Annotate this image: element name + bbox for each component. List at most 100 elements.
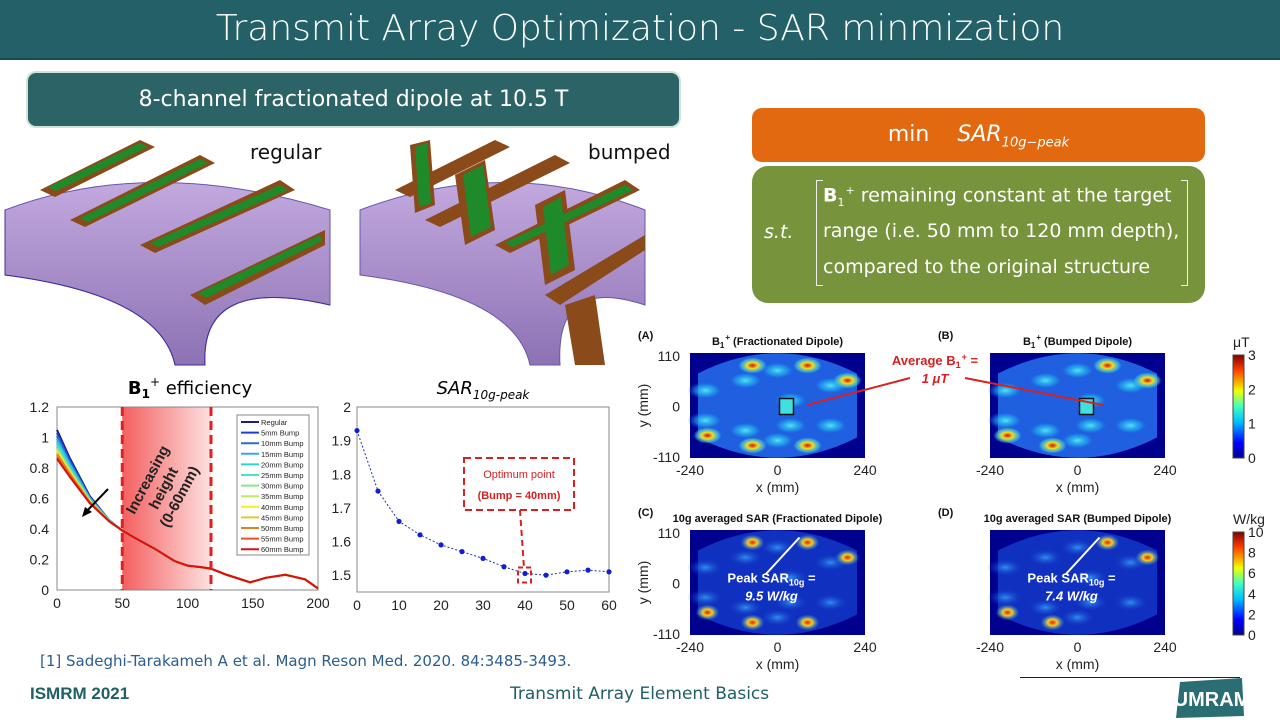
peak-label: Peak SAR10g =	[727, 571, 816, 588]
min-label: min	[887, 122, 930, 147]
constraint-bracket: B1+ remaining constant at the target ran…	[816, 180, 1188, 286]
y-tick-label: 0.4	[30, 521, 50, 537]
x-tick-label: 50	[114, 595, 130, 611]
constraint-box: s.t. B1+ remaining constant at the targe…	[752, 166, 1205, 303]
data-point	[396, 518, 402, 524]
field-blob	[759, 361, 796, 380]
chart2-title: SAR10g-peak	[437, 378, 531, 402]
legend-entry: 30mm Bump	[261, 482, 304, 491]
colorbar-tick: 4	[1248, 586, 1256, 602]
roi-box	[778, 397, 795, 416]
x-tick-label: -240	[976, 639, 1004, 655]
b1-sub: 1	[1031, 341, 1036, 350]
peak-label-text: Peak SAR	[1027, 571, 1089, 586]
field-blob	[687, 558, 724, 577]
field-blob	[1059, 431, 1096, 450]
x-tick-label: 10	[391, 597, 407, 612]
field-blob	[812, 416, 849, 435]
field-blob	[759, 431, 796, 450]
hotspot	[1133, 372, 1162, 389]
constraint-line-2: range (i.e. 50 mm to 120 mm depth),	[823, 220, 1180, 242]
sar-label: SAR	[957, 122, 1002, 147]
field-blob	[727, 371, 764, 390]
optimum-label: Optimum point	[483, 469, 555, 481]
regular-label: regular	[250, 140, 322, 164]
hotspot	[693, 427, 722, 444]
field-blob	[1072, 416, 1109, 435]
hotspot	[740, 614, 765, 631]
colorbar-tick: 1	[1248, 416, 1256, 432]
chart1-title: B1+ efficiency	[128, 375, 253, 401]
x-tick-label: 50	[559, 597, 575, 612]
avg-arrow-left	[806, 377, 911, 406]
panel-title: 10g averaged SAR (Bumped Dipole)	[984, 513, 1172, 525]
data-point	[501, 564, 507, 570]
data-point	[606, 569, 612, 575]
panel-title: 10g averaged SAR (Fractionated Dipole)	[673, 513, 883, 525]
hotspot	[795, 614, 820, 631]
avg-eq: =	[967, 353, 979, 368]
optimum-annotation-box	[463, 457, 575, 511]
legend-entry: 10mm Bump	[261, 439, 304, 448]
svg-text:UMRAM: UMRAM	[1174, 689, 1251, 711]
b1-efficiency-chart: B1+ efficiency 0 0.2 0.4 0.6 0.8 1 1.2 0 50 100 15…	[30, 375, 330, 611]
field-blob	[987, 558, 1024, 577]
hotspot	[738, 357, 767, 374]
legend-entry: 45mm Bump	[261, 513, 304, 522]
field-blob	[1027, 371, 1064, 390]
panel-tag: (C)	[638, 507, 654, 519]
x-tick-label: 100	[176, 595, 200, 611]
b1-symbol: B	[823, 184, 838, 207]
avg-arrow-right	[964, 377, 1104, 406]
data-point	[375, 488, 381, 494]
b1-symbol: B	[712, 336, 720, 348]
plot-frame	[356, 406, 610, 593]
legend-entry: 25mm Bump	[261, 471, 304, 480]
y-tick-label: 1.9	[332, 433, 352, 449]
y-tick-label: 1.8	[332, 466, 352, 482]
field-blob	[772, 568, 809, 587]
x-axis-label: x (mm)	[756, 656, 800, 672]
map-panel-a: (A) B1+ (Fractionated Dipole) -240 0 240 x (mm…	[635, 330, 877, 495]
data-point	[522, 570, 528, 577]
y-tick-label: 1.2	[30, 399, 50, 415]
colorbar-tick: 0	[1248, 450, 1256, 466]
x-tick-label: 30	[475, 597, 491, 612]
field-blob	[1112, 593, 1149, 612]
legend-entry: 35mm Bump	[261, 492, 304, 501]
map-panel-c: (C) 10g averaged SAR (Fractionated Dipole…	[635, 507, 883, 672]
peak-sub: 10g	[789, 578, 805, 588]
colorbar-tick: 2	[1248, 381, 1256, 397]
field-blob	[727, 598, 764, 617]
field-blob	[987, 381, 1024, 400]
field-blob	[987, 411, 1024, 430]
x-tick-label: -240	[976, 462, 1004, 478]
field-blob	[1027, 548, 1064, 567]
avg-sub: 1	[956, 360, 961, 370]
x-tick-label: 240	[853, 462, 877, 478]
panel-tag: (D)	[938, 507, 954, 519]
constraint-line-3: compared to the original structure	[823, 256, 1151, 278]
peak-label: Peak SAR10g =	[1027, 571, 1116, 588]
x-tick-label: -240	[676, 639, 704, 655]
panel-tag: (A)	[638, 330, 654, 342]
average-b1-value: 1 μT	[922, 371, 950, 386]
y-tick-label: 110	[658, 525, 681, 541]
hotspot	[795, 534, 820, 551]
panel-tag: (B)	[938, 330, 954, 342]
arrowhead-icon	[82, 507, 92, 517]
colorbar-tick: 3	[1248, 347, 1256, 363]
colorbar-cbar2	[1232, 531, 1245, 636]
hotspot	[793, 357, 822, 374]
peak-eq: =	[804, 571, 816, 586]
optimum-value: (Bump = 40mm)	[478, 490, 561, 502]
coil-renderings	[4, 140, 646, 366]
shaded-region	[122, 407, 211, 590]
field-blob	[812, 593, 849, 612]
x-tick-label: -240	[676, 462, 704, 478]
hotspot	[1095, 534, 1120, 551]
x-axis-label: x (mm)	[1056, 656, 1100, 672]
panel-title: B1+ (Fractionated Dipole)	[712, 333, 843, 350]
